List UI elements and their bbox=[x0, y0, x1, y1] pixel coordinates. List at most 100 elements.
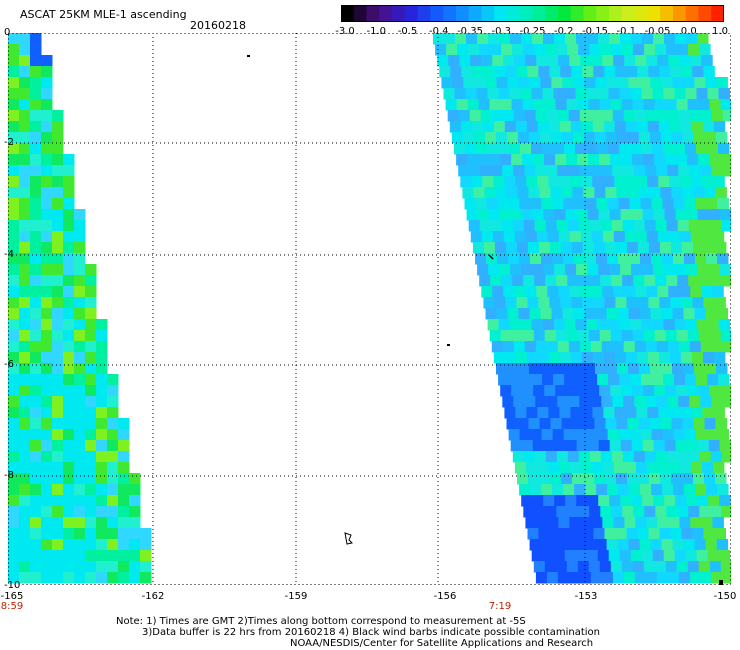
swath-cell bbox=[19, 517, 31, 529]
swath-cell bbox=[711, 341, 724, 353]
swath-cell bbox=[554, 440, 567, 452]
swath-cell bbox=[714, 242, 727, 254]
swath-cell bbox=[623, 110, 636, 122]
swath-cell bbox=[515, 352, 528, 364]
swath-cell bbox=[627, 473, 639, 485]
swath-cell bbox=[603, 407, 615, 419]
swath-cell bbox=[589, 451, 602, 463]
swath-cell bbox=[557, 396, 569, 408]
swath-cell bbox=[553, 143, 565, 155]
swath-cell bbox=[8, 242, 20, 254]
swath-cell bbox=[562, 77, 574, 89]
swath-cell bbox=[74, 528, 86, 540]
swath-cell bbox=[645, 396, 657, 408]
swath-cell bbox=[642, 440, 655, 452]
swath-cell bbox=[542, 88, 554, 100]
swath-cell bbox=[540, 308, 552, 320]
swath-cell bbox=[537, 121, 550, 133]
colorbar-cell bbox=[392, 5, 406, 22]
swath-cell bbox=[513, 396, 525, 408]
swath-cell bbox=[484, 187, 496, 199]
swath-cell bbox=[568, 396, 580, 408]
swath-cell bbox=[608, 374, 620, 386]
swath-cell bbox=[74, 352, 86, 364]
swath-cell bbox=[601, 165, 613, 177]
swath-cell bbox=[672, 363, 684, 375]
swath-cell bbox=[624, 286, 636, 298]
swath-cell bbox=[590, 110, 603, 122]
swath-cell bbox=[662, 429, 675, 441]
swath-cell bbox=[554, 495, 566, 507]
swath-cell bbox=[74, 363, 86, 375]
swath-cell bbox=[656, 341, 669, 353]
swath-cell bbox=[630, 319, 643, 331]
swath-cell bbox=[8, 517, 20, 529]
swath-cell bbox=[498, 374, 510, 386]
swath-cell bbox=[516, 242, 529, 254]
swath-cell bbox=[8, 231, 20, 243]
swath-cell bbox=[647, 176, 659, 188]
swath-cell bbox=[689, 572, 702, 584]
swath-cell bbox=[659, 528, 671, 540]
swath-cell bbox=[696, 374, 708, 386]
swath-cell bbox=[596, 484, 608, 496]
swath-cell bbox=[690, 231, 703, 243]
swath-cell bbox=[721, 451, 731, 463]
colorbar-label: 1.0 bbox=[712, 26, 728, 37]
swath-cell bbox=[580, 462, 593, 474]
swath-cell bbox=[540, 539, 553, 551]
swath-cell bbox=[63, 297, 75, 309]
swath-cell bbox=[565, 33, 577, 45]
swath-cell bbox=[8, 198, 20, 210]
swath-cell bbox=[535, 396, 547, 408]
swath-cell bbox=[63, 242, 75, 254]
swath-cell bbox=[643, 154, 655, 166]
swath-cell bbox=[591, 286, 603, 298]
swath-cell bbox=[607, 198, 619, 210]
swath-cell bbox=[524, 341, 537, 353]
swath-cell bbox=[568, 165, 580, 177]
swath-cell bbox=[8, 209, 20, 221]
swath-cell bbox=[668, 286, 680, 298]
swath-cell bbox=[603, 121, 616, 133]
swath-cell bbox=[19, 539, 31, 551]
swath-cell bbox=[129, 550, 141, 562]
swath-cell bbox=[682, 473, 694, 485]
swath-cell bbox=[482, 176, 494, 188]
swath-cell bbox=[19, 330, 31, 342]
swath-cell bbox=[519, 253, 531, 265]
swath-cell bbox=[687, 385, 699, 397]
swath-cell bbox=[556, 44, 568, 56]
swath-cell bbox=[470, 55, 482, 67]
swath-cell bbox=[107, 429, 119, 441]
swath-cell bbox=[583, 473, 595, 485]
swath-cell bbox=[521, 264, 533, 276]
swath-cell bbox=[527, 528, 539, 540]
swath-cell bbox=[74, 418, 86, 430]
swath-cell bbox=[85, 572, 97, 584]
swath-cell bbox=[52, 451, 64, 463]
swath-cell bbox=[107, 517, 119, 529]
swath-cell bbox=[8, 506, 20, 518]
swath-cell bbox=[613, 286, 625, 298]
swath-cell bbox=[573, 77, 585, 89]
swath-cell bbox=[512, 275, 524, 287]
swath-cell bbox=[107, 473, 119, 485]
swath-cell bbox=[683, 363, 695, 375]
note-line-1: Note: 1) Times are GMT 2)Times along bot… bbox=[116, 616, 526, 627]
swath-cell bbox=[676, 330, 689, 342]
swath-cell bbox=[8, 88, 20, 100]
swath-cell bbox=[96, 429, 108, 441]
swath-cell bbox=[715, 418, 727, 430]
swath-cell bbox=[582, 66, 594, 78]
swath-cell bbox=[118, 561, 130, 573]
swath-cell bbox=[599, 561, 612, 573]
swath-cell bbox=[41, 176, 53, 188]
swath-cell bbox=[609, 495, 621, 507]
swath-cell bbox=[19, 484, 31, 496]
swath-cell bbox=[19, 407, 31, 419]
swath-cell bbox=[41, 143, 53, 155]
swath-cell bbox=[74, 506, 86, 518]
swath-cell bbox=[653, 440, 666, 452]
swath-cell bbox=[583, 187, 595, 199]
